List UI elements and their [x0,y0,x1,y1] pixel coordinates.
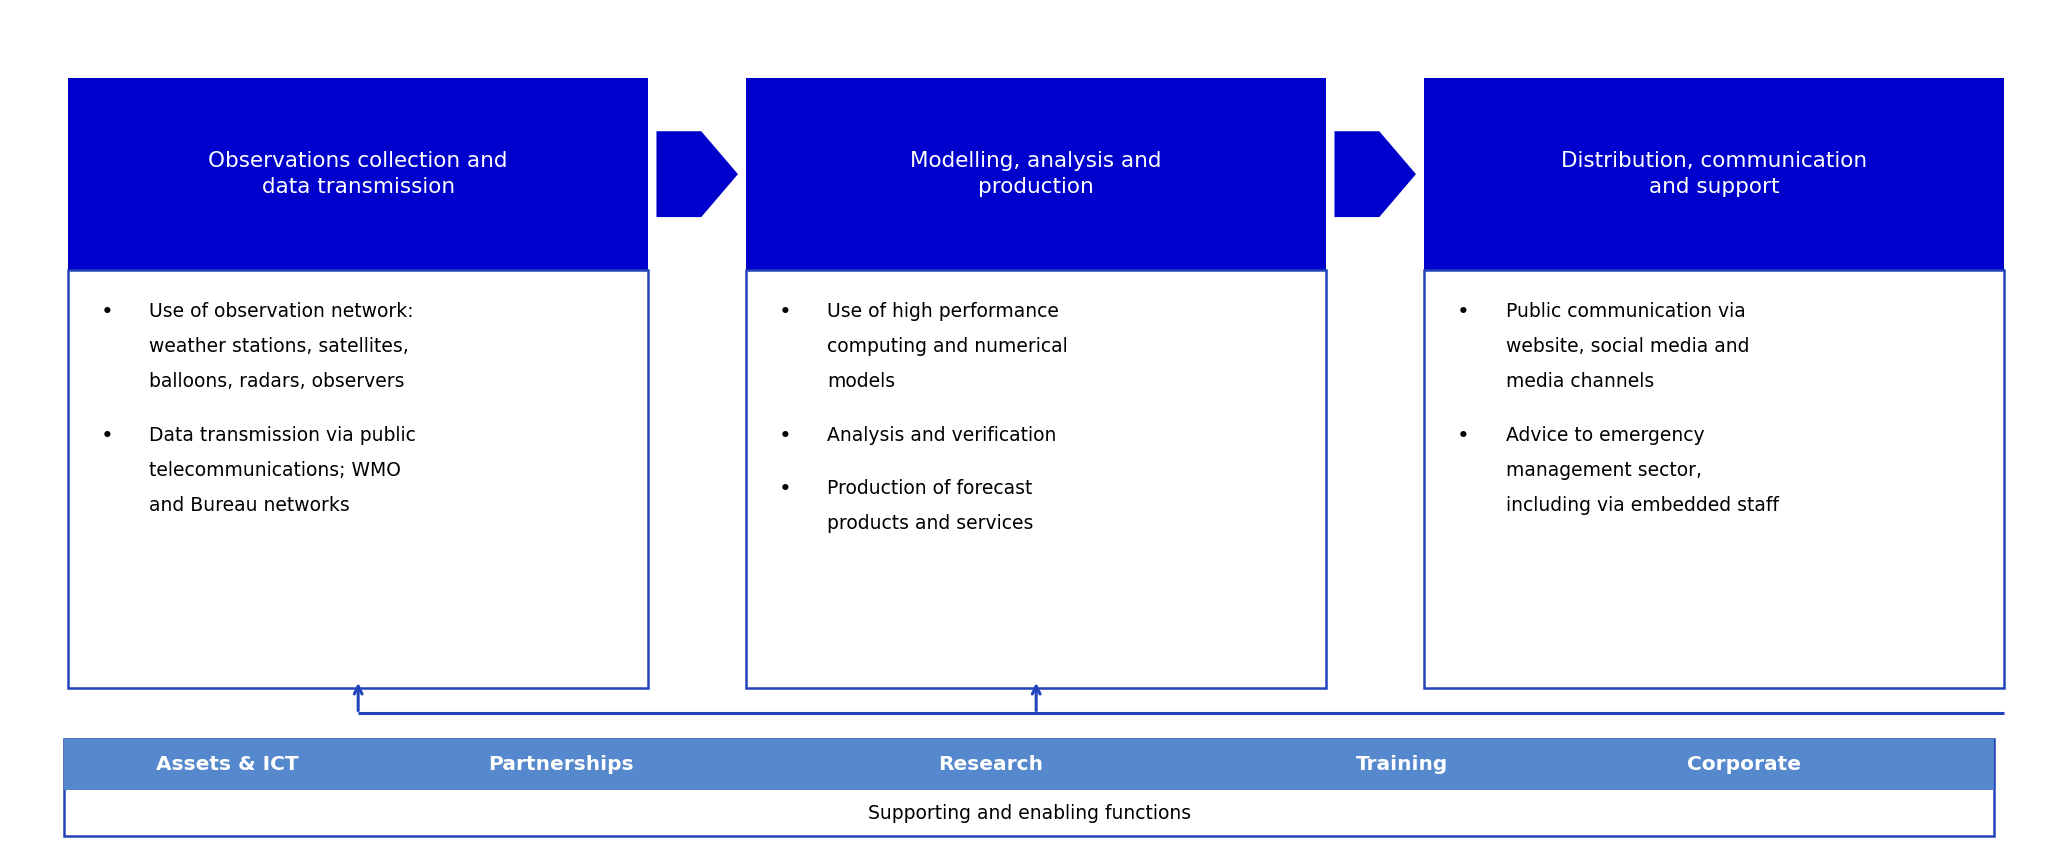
Text: Distribution, communication
and support: Distribution, communication and support [1562,151,1868,197]
Text: •: • [779,302,791,322]
Text: •: • [779,426,791,446]
FancyBboxPatch shape [746,270,1326,688]
FancyBboxPatch shape [64,739,1995,790]
Text: website, social media and: website, social media and [1505,337,1749,356]
Polygon shape [1335,131,1417,217]
FancyBboxPatch shape [68,270,648,688]
Polygon shape [656,131,738,217]
Text: models: models [828,372,896,391]
Text: Assets & ICT: Assets & ICT [156,755,297,774]
Text: •: • [779,479,791,499]
Text: Observations collection and
data transmission: Observations collection and data transmi… [209,151,508,197]
Text: balloons, radars, observers: balloons, radars, observers [150,372,406,391]
Text: •: • [100,426,113,446]
Text: •: • [1458,302,1470,322]
Text: •: • [1458,426,1470,446]
Text: and Bureau networks: and Bureau networks [150,496,351,515]
Text: products and services: products and services [828,514,1033,534]
Text: management sector,: management sector, [1505,461,1702,480]
Text: Analysis and verification: Analysis and verification [828,426,1058,445]
Text: Use of observation network:: Use of observation network: [150,302,414,321]
FancyBboxPatch shape [68,78,648,270]
Text: including via embedded staff: including via embedded staff [1505,496,1779,515]
Text: computing and numerical: computing and numerical [828,337,1068,356]
Text: Partnerships: Partnerships [488,755,633,774]
FancyBboxPatch shape [1425,78,2005,270]
Text: Research: Research [939,755,1043,774]
Text: weather stations, satellites,: weather stations, satellites, [150,337,410,356]
Text: Supporting and enabling functions: Supporting and enabling functions [867,804,1191,823]
Text: media channels: media channels [1505,372,1654,391]
FancyBboxPatch shape [64,739,1995,836]
FancyBboxPatch shape [746,78,1326,270]
Text: Public communication via: Public communication via [1505,302,1745,321]
Text: Corporate: Corporate [1687,755,1800,774]
Text: Use of high performance: Use of high performance [828,302,1060,321]
Text: Modelling, analysis and
production: Modelling, analysis and production [910,151,1162,197]
Text: telecommunications; WMO: telecommunications; WMO [150,461,402,480]
Text: •: • [100,302,113,322]
Text: Data transmission via public: Data transmission via public [150,426,416,445]
Text: Advice to emergency: Advice to emergency [1505,426,1704,445]
Text: Production of forecast: Production of forecast [828,479,1033,498]
FancyBboxPatch shape [1425,270,2005,688]
Text: Training: Training [1355,755,1447,774]
